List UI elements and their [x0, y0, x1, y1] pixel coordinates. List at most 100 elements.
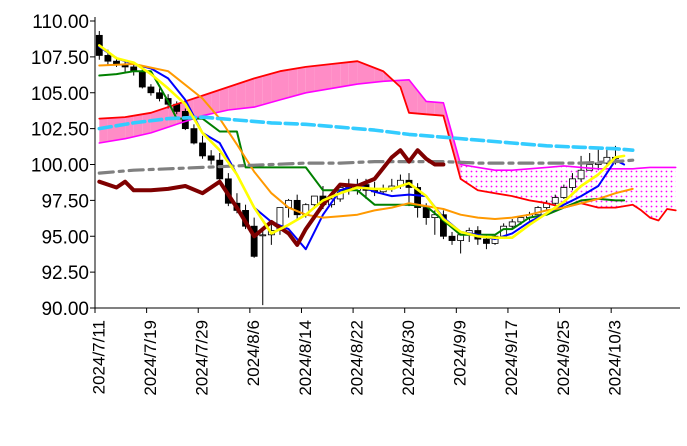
x-tick-label: 2024/7/19: [141, 320, 160, 396]
y-tick-label: 100.00: [31, 156, 89, 177]
candle-body: [104, 55, 112, 62]
candle-body: [551, 197, 559, 204]
x-tick-label: 2024/10/3: [606, 320, 625, 396]
x-tick-label: 2024/7/29: [193, 320, 212, 396]
x-tick-label: 2024/9/17: [502, 320, 521, 396]
cloud-segment: [374, 67, 384, 83]
cloud-segment: [314, 65, 323, 92]
indicator-lines: [97, 44, 677, 251]
y-tick-label: 107.50: [31, 48, 89, 69]
cloud-segment: [133, 114, 143, 137]
y-tick-label: 102.50: [31, 120, 89, 141]
candle-body: [483, 238, 490, 244]
y-tick-label: 92.50: [41, 263, 89, 284]
x-tick-labels: 2024/7/11 2024/7/19 2024/7/29 2024/8/6 2024/…: [89, 320, 624, 396]
cloud-segment: [477, 167, 487, 192]
cloud-segment: [357, 61, 366, 85]
cloud-segment: [667, 167, 676, 211]
cloud-segment: [632, 168, 642, 211]
candle-body: [113, 60, 120, 65]
cloud-segment: [159, 107, 169, 131]
cloud-segment: [271, 71, 280, 103]
cloud-segment: [142, 112, 151, 135]
candle-body: [448, 235, 456, 241]
cloud-segment: [116, 117, 126, 141]
cloud-segment: [417, 90, 427, 115]
candle-body: [147, 86, 155, 94]
cloud-segment: [426, 101, 435, 115]
cloud-segment: [503, 170, 513, 197]
cloud-segment: [538, 167, 547, 204]
cloud-segment: [305, 66, 315, 93]
cloud-segment: [512, 169, 521, 199]
candle-body: [560, 187, 568, 198]
cloud-segment: [348, 61, 358, 86]
candle-body: [207, 155, 215, 161]
cloud-segment: [615, 168, 625, 208]
candle-body: [577, 169, 585, 180]
y-tick-label: 97.50: [41, 191, 89, 212]
candle-body: [293, 199, 301, 216]
candle-body: [259, 234, 267, 237]
candle-body: [422, 207, 430, 218]
candle-body: [569, 178, 576, 188]
cloud-segment: [193, 95, 203, 119]
cloud-segment: [486, 168, 495, 194]
y-tick-label: 110.00: [32, 12, 89, 33]
cloud-segment: [624, 168, 633, 207]
cloud-segment: [546, 166, 556, 206]
candle-body: [190, 128, 198, 144]
x-tick-label: 2024/8/14: [296, 320, 315, 396]
series-line-lagging-span: [97, 148, 446, 247]
x-tick-label: 2024/9/25: [554, 320, 573, 396]
cloud-segment: [529, 168, 539, 202]
series-line-ma-longest: [97, 158, 635, 175]
candle-body: [138, 70, 146, 88]
cloud-segment: [236, 81, 246, 109]
x-tick-label: 2024/8/30: [399, 320, 418, 396]
candle-body: [216, 159, 224, 180]
cloud-segment: [658, 167, 668, 221]
cloud-segment: [331, 63, 341, 89]
x-tick-label: 2024/8/22: [347, 320, 366, 396]
y-tick-label: 105.00: [31, 84, 89, 105]
cloud-segment: [107, 117, 117, 142]
candle-body: [199, 142, 206, 157]
candle-body: [250, 225, 258, 257]
x-tick-label: 2024/9/9: [451, 320, 470, 386]
cloud-segment: [641, 167, 650, 218]
cloud-segment: [323, 64, 332, 90]
cloud-segment: [99, 118, 108, 143]
candle-body: [310, 195, 318, 206]
y-tick-label: 95.00: [41, 227, 89, 248]
cloud-segment: [254, 76, 263, 108]
candle-body: [156, 92, 163, 99]
cloud-segment: [297, 66, 306, 96]
cloud-segment: [245, 78, 255, 109]
x-tick-label: 2024/8/6: [244, 320, 263, 386]
candle-body: [414, 187, 422, 208]
cloud-segment: [606, 168, 616, 208]
cloud-segment: [211, 89, 220, 114]
cloud-segment: [288, 68, 298, 98]
cloud-segment: [434, 102, 444, 116]
series-line-ma-short: [98, 44, 626, 239]
candle-body: [517, 217, 525, 223]
cloud-segment: [649, 167, 659, 221]
y-tick-label: 90.00: [41, 299, 89, 320]
candle-body: [603, 156, 611, 164]
series-line-ma-long: [97, 115, 635, 152]
cloud-segment: [340, 62, 349, 87]
cloud-segment: [469, 165, 478, 191]
cloud-segment: [228, 84, 237, 110]
cloud-segment: [495, 170, 504, 195]
y-tick-labels: 110.00 107.50 105.00 102.50 100.00 97.50 95.00…: [31, 12, 89, 320]
ichimoku-cloud: [99, 61, 676, 221]
cloud-segment: [125, 115, 134, 139]
x-tick-label: 2024/7/11: [89, 320, 108, 394]
cloud-segment: [520, 168, 530, 201]
cloud-segment: [280, 69, 289, 100]
cloud-segment: [219, 87, 229, 112]
